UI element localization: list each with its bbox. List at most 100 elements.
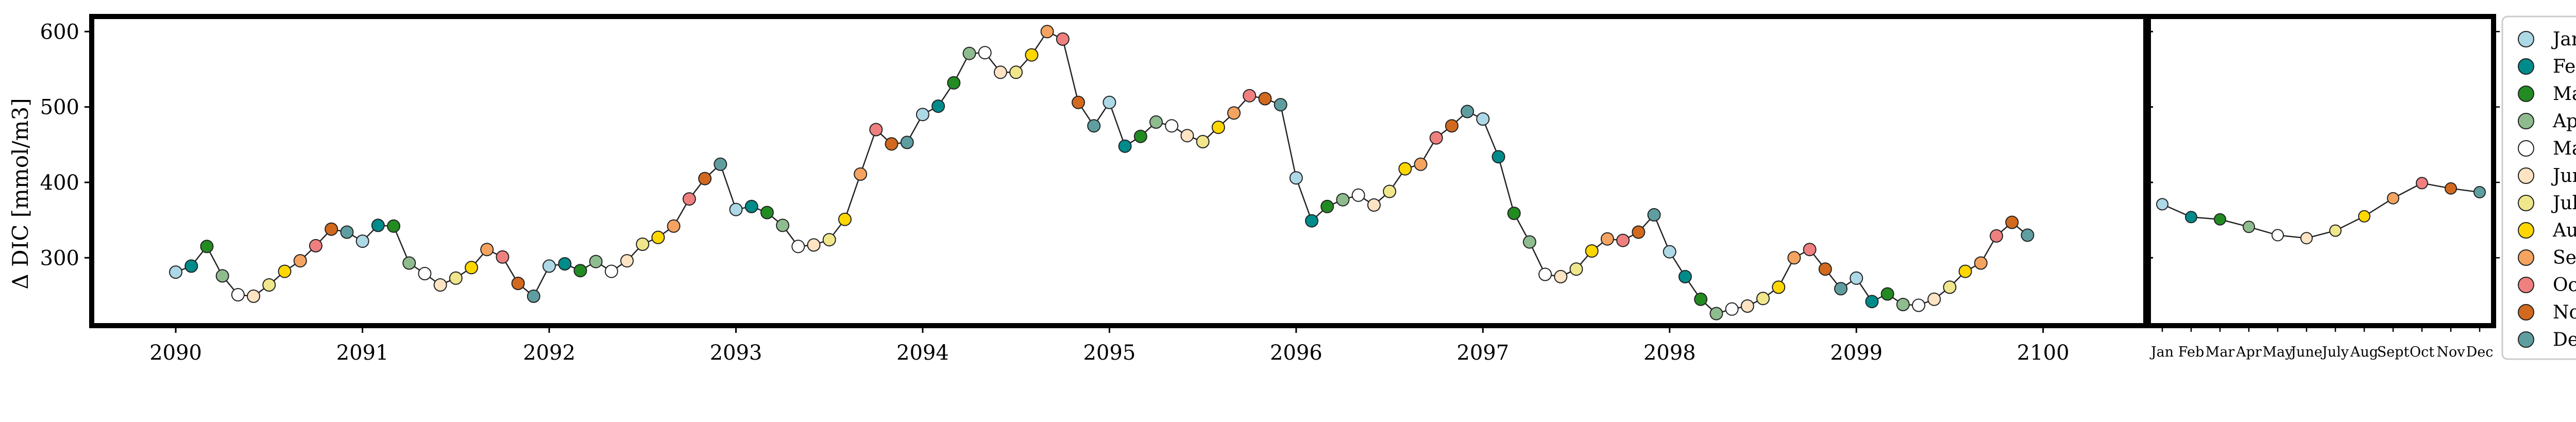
- data-point: [1320, 199, 1334, 213]
- data-point: [1600, 232, 1614, 246]
- data-point: [1289, 171, 1303, 185]
- data-point: [418, 267, 432, 280]
- monthly-line: [2162, 182, 2480, 239]
- legend-marker: [2518, 195, 2534, 211]
- data-point: [589, 255, 603, 268]
- legend-label: July: [2551, 193, 2576, 214]
- data-point: [1305, 214, 1318, 228]
- data-point: [1196, 134, 1210, 148]
- legend: Jan Feb Mar Apr May June July Aug Sept Oct Nov Dec: [2501, 15, 2576, 360]
- monthly-point: [2445, 182, 2457, 195]
- data-point: [931, 99, 945, 113]
- data-point: [620, 254, 634, 268]
- data-point: [1569, 262, 1583, 276]
- month-tick-label: May: [2263, 344, 2294, 360]
- main-chart: 2090 2091 2092 2093 2094 2095 2096 2097 2098 2099…: [40, 14, 2153, 365]
- monthly-point: [2300, 232, 2313, 245]
- monthly-point: [2214, 213, 2226, 226]
- data-point: [1865, 295, 1879, 309]
- month-tick-label: Aug: [2350, 344, 2378, 360]
- data-point: [1398, 162, 1412, 176]
- y-axis-label: Δ DIC [mmol/m3]: [8, 98, 33, 289]
- data-point: [449, 271, 463, 285]
- month-tick-label: Apr: [2235, 344, 2262, 360]
- data-point: [636, 238, 650, 251]
- data-point: [1149, 115, 1163, 129]
- data-point: [993, 65, 1007, 79]
- data-point: [340, 225, 354, 239]
- legend-label: Oct: [2553, 275, 2576, 296]
- data-point: [1336, 193, 1350, 207]
- data-point: [433, 278, 447, 292]
- data-point: [1663, 245, 1676, 259]
- data-point: [527, 289, 540, 303]
- data-point: [1943, 280, 1957, 294]
- x-tick-label: 2090: [149, 341, 202, 365]
- data-point: [1912, 298, 1925, 312]
- data-point: [465, 261, 478, 275]
- data-point: [293, 254, 307, 268]
- data-point: [1990, 229, 2003, 243]
- legend-label: Aug: [2552, 220, 2576, 241]
- data-point: [1896, 298, 1910, 311]
- data-point: [667, 219, 681, 233]
- data-point: [1040, 25, 1054, 39]
- month-tick-label: Nov: [2436, 344, 2465, 360]
- data-point: [309, 239, 323, 252]
- x-tick-label: 2092: [523, 341, 575, 365]
- x-tick-label: 2096: [1270, 341, 1323, 365]
- data-point: [1554, 269, 1568, 283]
- data-point: [651, 230, 665, 244]
- x-tick-label: 2097: [1456, 341, 1509, 365]
- data-point: [1243, 89, 1257, 103]
- data-point: [1009, 65, 1023, 79]
- y-tick-label: 300: [40, 246, 79, 270]
- data-point: [496, 250, 510, 264]
- monthly-plot-frame: [2146, 14, 2496, 328]
- data-point: [1165, 119, 1179, 133]
- data-point: [900, 136, 914, 149]
- data-point: [760, 206, 774, 220]
- month-tick-label: Feb: [2178, 344, 2205, 360]
- data-point: [184, 259, 198, 273]
- data-point: [744, 199, 758, 213]
- data-point: [714, 157, 727, 171]
- legend-label: Apr: [2552, 111, 2576, 132]
- data-point: [480, 243, 494, 257]
- legend-marker: [2518, 249, 2534, 266]
- monthly-point: [2329, 224, 2342, 237]
- legend-marker: [2518, 304, 2534, 320]
- month-tick-label: July: [2320, 344, 2349, 360]
- data-point: [2005, 215, 2019, 229]
- data-point: [1072, 95, 1085, 109]
- monthly-point: [2272, 229, 2284, 242]
- data-point: [1087, 119, 1101, 133]
- data-point: [1647, 208, 1661, 222]
- legend-marker: [2518, 113, 2534, 129]
- data-point: [822, 233, 836, 247]
- data-point: [1803, 243, 1817, 257]
- month-tick-label: Dec: [2466, 344, 2494, 360]
- data-point: [1522, 235, 1536, 249]
- legend-label: Dec: [2553, 329, 2576, 350]
- data-point: [1025, 48, 1039, 62]
- data-point: [511, 277, 525, 290]
- data-point: [1103, 95, 1116, 109]
- legend-marker: [2518, 31, 2534, 47]
- x-tick-label: 2099: [1830, 341, 1883, 365]
- data-point: [200, 240, 214, 254]
- data-point: [885, 137, 899, 151]
- data-point: [1585, 244, 1599, 258]
- data-point: [1725, 302, 1739, 316]
- data-point: [1772, 280, 1786, 294]
- data-point: [325, 222, 338, 236]
- data-point: [1927, 292, 1941, 306]
- data-point: [1756, 292, 1770, 306]
- x-tick-label: 2100: [2017, 341, 2070, 365]
- data-point: [1632, 225, 1646, 239]
- data-point: [869, 123, 883, 137]
- legend-marker: [2518, 167, 2534, 184]
- data-point: [169, 265, 183, 279]
- data-point: [1383, 184, 1397, 198]
- data-point: [1180, 129, 1194, 143]
